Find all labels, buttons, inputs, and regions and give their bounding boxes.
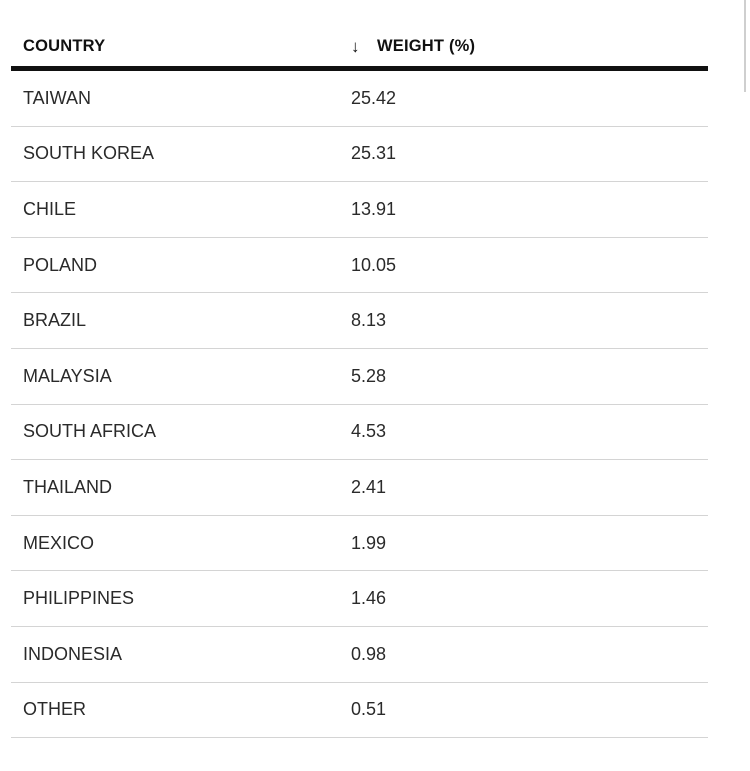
weight-cell: 4.53 — [351, 421, 387, 442]
country-cell: THAILAND — [23, 476, 113, 497]
table-row: OTHER 0.51 — [11, 683, 708, 739]
table-row: INDONESIA 0.98 — [11, 627, 708, 683]
country-cell: SOUTH AFRICA — [23, 421, 157, 442]
country-cell: MALAYSIA — [23, 365, 112, 386]
table-row: SOUTH KOREA 25.31 — [11, 127, 708, 183]
country-cell: SOUTH KOREA — [23, 143, 155, 164]
table-row: TAIWAN 25.42 — [11, 71, 708, 127]
table-row: MEXICO 1.99 — [11, 516, 708, 572]
table-row: CHILE 13.91 — [11, 182, 708, 238]
country-cell: POLAND — [23, 254, 98, 275]
country-cell: BRAZIL — [23, 310, 87, 331]
weight-cell: 1.46 — [351, 588, 387, 609]
table-header: COUNTRY ↓ WEIGHT (%) — [11, 26, 708, 71]
country-cell: CHILE — [23, 198, 77, 219]
weight-cell: 13.91 — [351, 198, 397, 219]
table-row: MALAYSIA 5.28 — [11, 349, 708, 405]
country-header-label: COUNTRY — [23, 36, 106, 55]
weight-header-label: WEIGHT (%) — [377, 36, 476, 55]
weight-cell: 0.98 — [351, 643, 387, 664]
weight-cell: 10.05 — [351, 254, 397, 275]
country-column-header[interactable]: COUNTRY — [11, 37, 339, 56]
weight-cell: 25.31 — [351, 143, 397, 164]
table-row: PHILIPPINES 1.46 — [11, 571, 708, 627]
table-row: SOUTH AFRICA 4.53 — [11, 405, 708, 461]
sort-descending-icon: ↓ — [351, 36, 360, 56]
country-cell: TAIWAN — [23, 87, 91, 108]
scrollbar-edge[interactable] — [744, 0, 746, 92]
table-row: BRAZIL 8.13 — [11, 293, 708, 349]
country-weight-table: COUNTRY ↓ WEIGHT (%) TAIWAN 25.42 SOUTH … — [11, 26, 708, 739]
country-cell: MEXICO — [23, 532, 95, 553]
country-cell: INDONESIA — [23, 643, 123, 664]
weight-cell: 0.51 — [351, 699, 387, 720]
weight-cell: 2.41 — [351, 476, 387, 497]
table-row: THAILAND 2.41 — [11, 460, 708, 516]
weight-cell: 25.42 — [351, 87, 397, 108]
country-cell: PHILIPPINES — [23, 588, 135, 609]
weight-cell: 5.28 — [351, 365, 387, 386]
weight-column-header[interactable]: ↓ WEIGHT (%) — [339, 37, 475, 56]
weight-cell: 1.99 — [351, 532, 387, 553]
weight-cell: 8.13 — [351, 310, 387, 331]
table-row: POLAND 10.05 — [11, 238, 708, 294]
country-cell: OTHER — [23, 699, 86, 720]
